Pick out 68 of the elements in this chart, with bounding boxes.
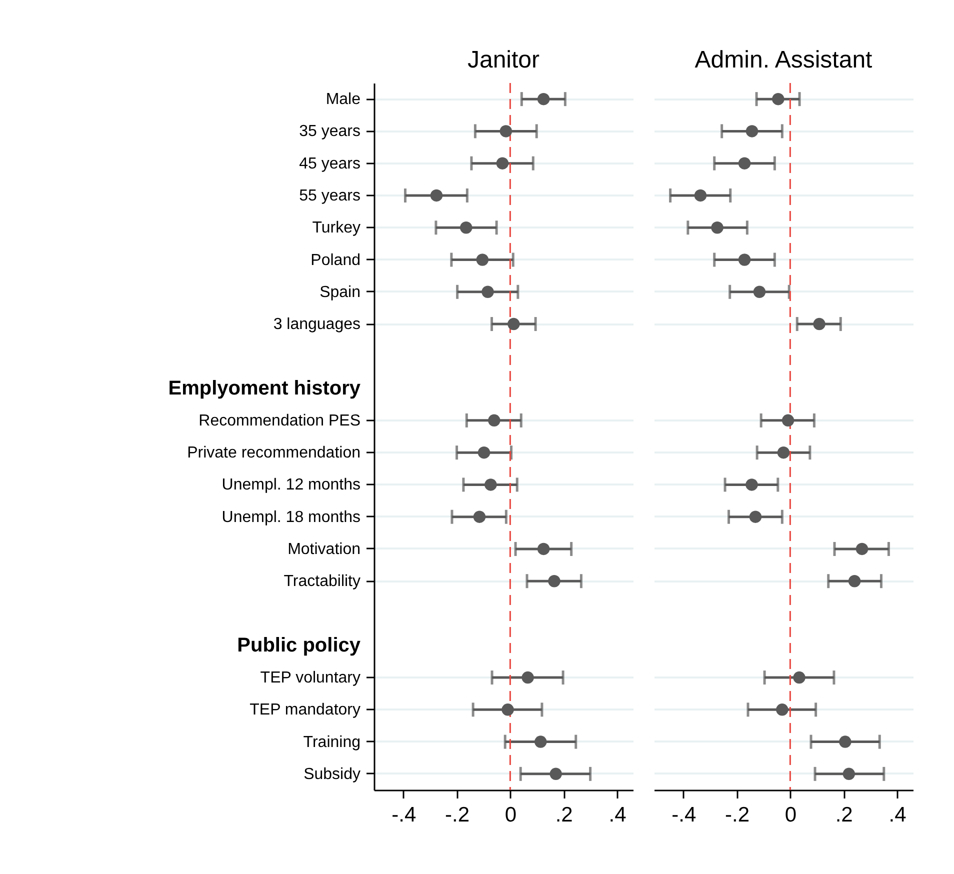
- chart-title: Admin. Assistant: [694, 46, 873, 74]
- point: [548, 575, 560, 588]
- y-tick-label: 35 years: [299, 123, 360, 140]
- x-tick-label: -.2: [445, 804, 470, 826]
- y-tick-label: 55 years: [299, 187, 360, 204]
- point: [537, 92, 550, 106]
- x-tick-label: 0: [504, 804, 517, 826]
- point: [839, 736, 852, 748]
- point: [534, 736, 547, 748]
- point: [746, 125, 758, 138]
- point: [508, 318, 520, 330]
- point: [793, 671, 806, 684]
- y-tick-label: Public policy: [237, 634, 362, 656]
- y-tick-label: Training: [303, 734, 360, 751]
- y-tick-label: Subsidy: [304, 766, 360, 783]
- y-tick-label: 45 years: [299, 155, 360, 172]
- point: [460, 222, 472, 234]
- x-tick-label: -.2: [725, 804, 750, 826]
- y-tick-label: Spain: [320, 284, 360, 301]
- chart-title: Janitor: [467, 46, 540, 74]
- point: [813, 318, 826, 330]
- point: [694, 189, 707, 202]
- point: [753, 286, 766, 298]
- x-tick-label: .4: [608, 804, 627, 826]
- x-tick-label: .4: [888, 804, 907, 826]
- point: [500, 125, 512, 138]
- point: [782, 414, 794, 427]
- y-tick-label: Tractability: [284, 573, 360, 590]
- point: [482, 286, 494, 298]
- point: [711, 222, 724, 234]
- point: [772, 92, 784, 106]
- point: [746, 478, 758, 491]
- x-tick-label: -.4: [672, 804, 696, 826]
- y-tick-label: Poland: [310, 252, 360, 269]
- y-tick-label: Emplyoment history: [168, 377, 362, 400]
- y-tick-label: Unempl. 18 months: [222, 508, 360, 526]
- point: [473, 510, 486, 523]
- point: [478, 446, 490, 459]
- point: [502, 704, 514, 716]
- point: [749, 510, 762, 523]
- y-tick-label: 3 languages: [273, 316, 360, 334]
- y-tick-label: Motivation: [288, 540, 360, 558]
- y-tick-label: TEP voluntary: [260, 670, 360, 687]
- y-tick-label: Unempl. 12 months: [222, 476, 360, 494]
- y-tick-label: Recommendation PES: [198, 412, 360, 430]
- point: [522, 671, 534, 684]
- y-tick-label: Male: [326, 91, 361, 108]
- point: [842, 768, 856, 780]
- point: [856, 542, 868, 556]
- point: [537, 542, 550, 556]
- y-tick-label: Turkey: [312, 220, 360, 237]
- y-tick-label: Private recommendation: [187, 444, 360, 462]
- point: [496, 157, 509, 170]
- point: [776, 704, 788, 716]
- point: [484, 478, 497, 491]
- point: [550, 768, 562, 780]
- x-tick-label: .2: [555, 804, 573, 826]
- point: [848, 575, 861, 588]
- x-tick-label: -.4: [392, 804, 416, 826]
- point: [430, 189, 443, 202]
- point: [738, 254, 751, 266]
- x-tick-label: 0: [784, 804, 797, 826]
- point: [488, 414, 500, 427]
- point: [476, 254, 489, 266]
- y-tick-label: TEP mandatory: [250, 702, 360, 719]
- point: [777, 446, 790, 459]
- point: [738, 157, 751, 170]
- x-tick-label: .2: [835, 804, 853, 826]
